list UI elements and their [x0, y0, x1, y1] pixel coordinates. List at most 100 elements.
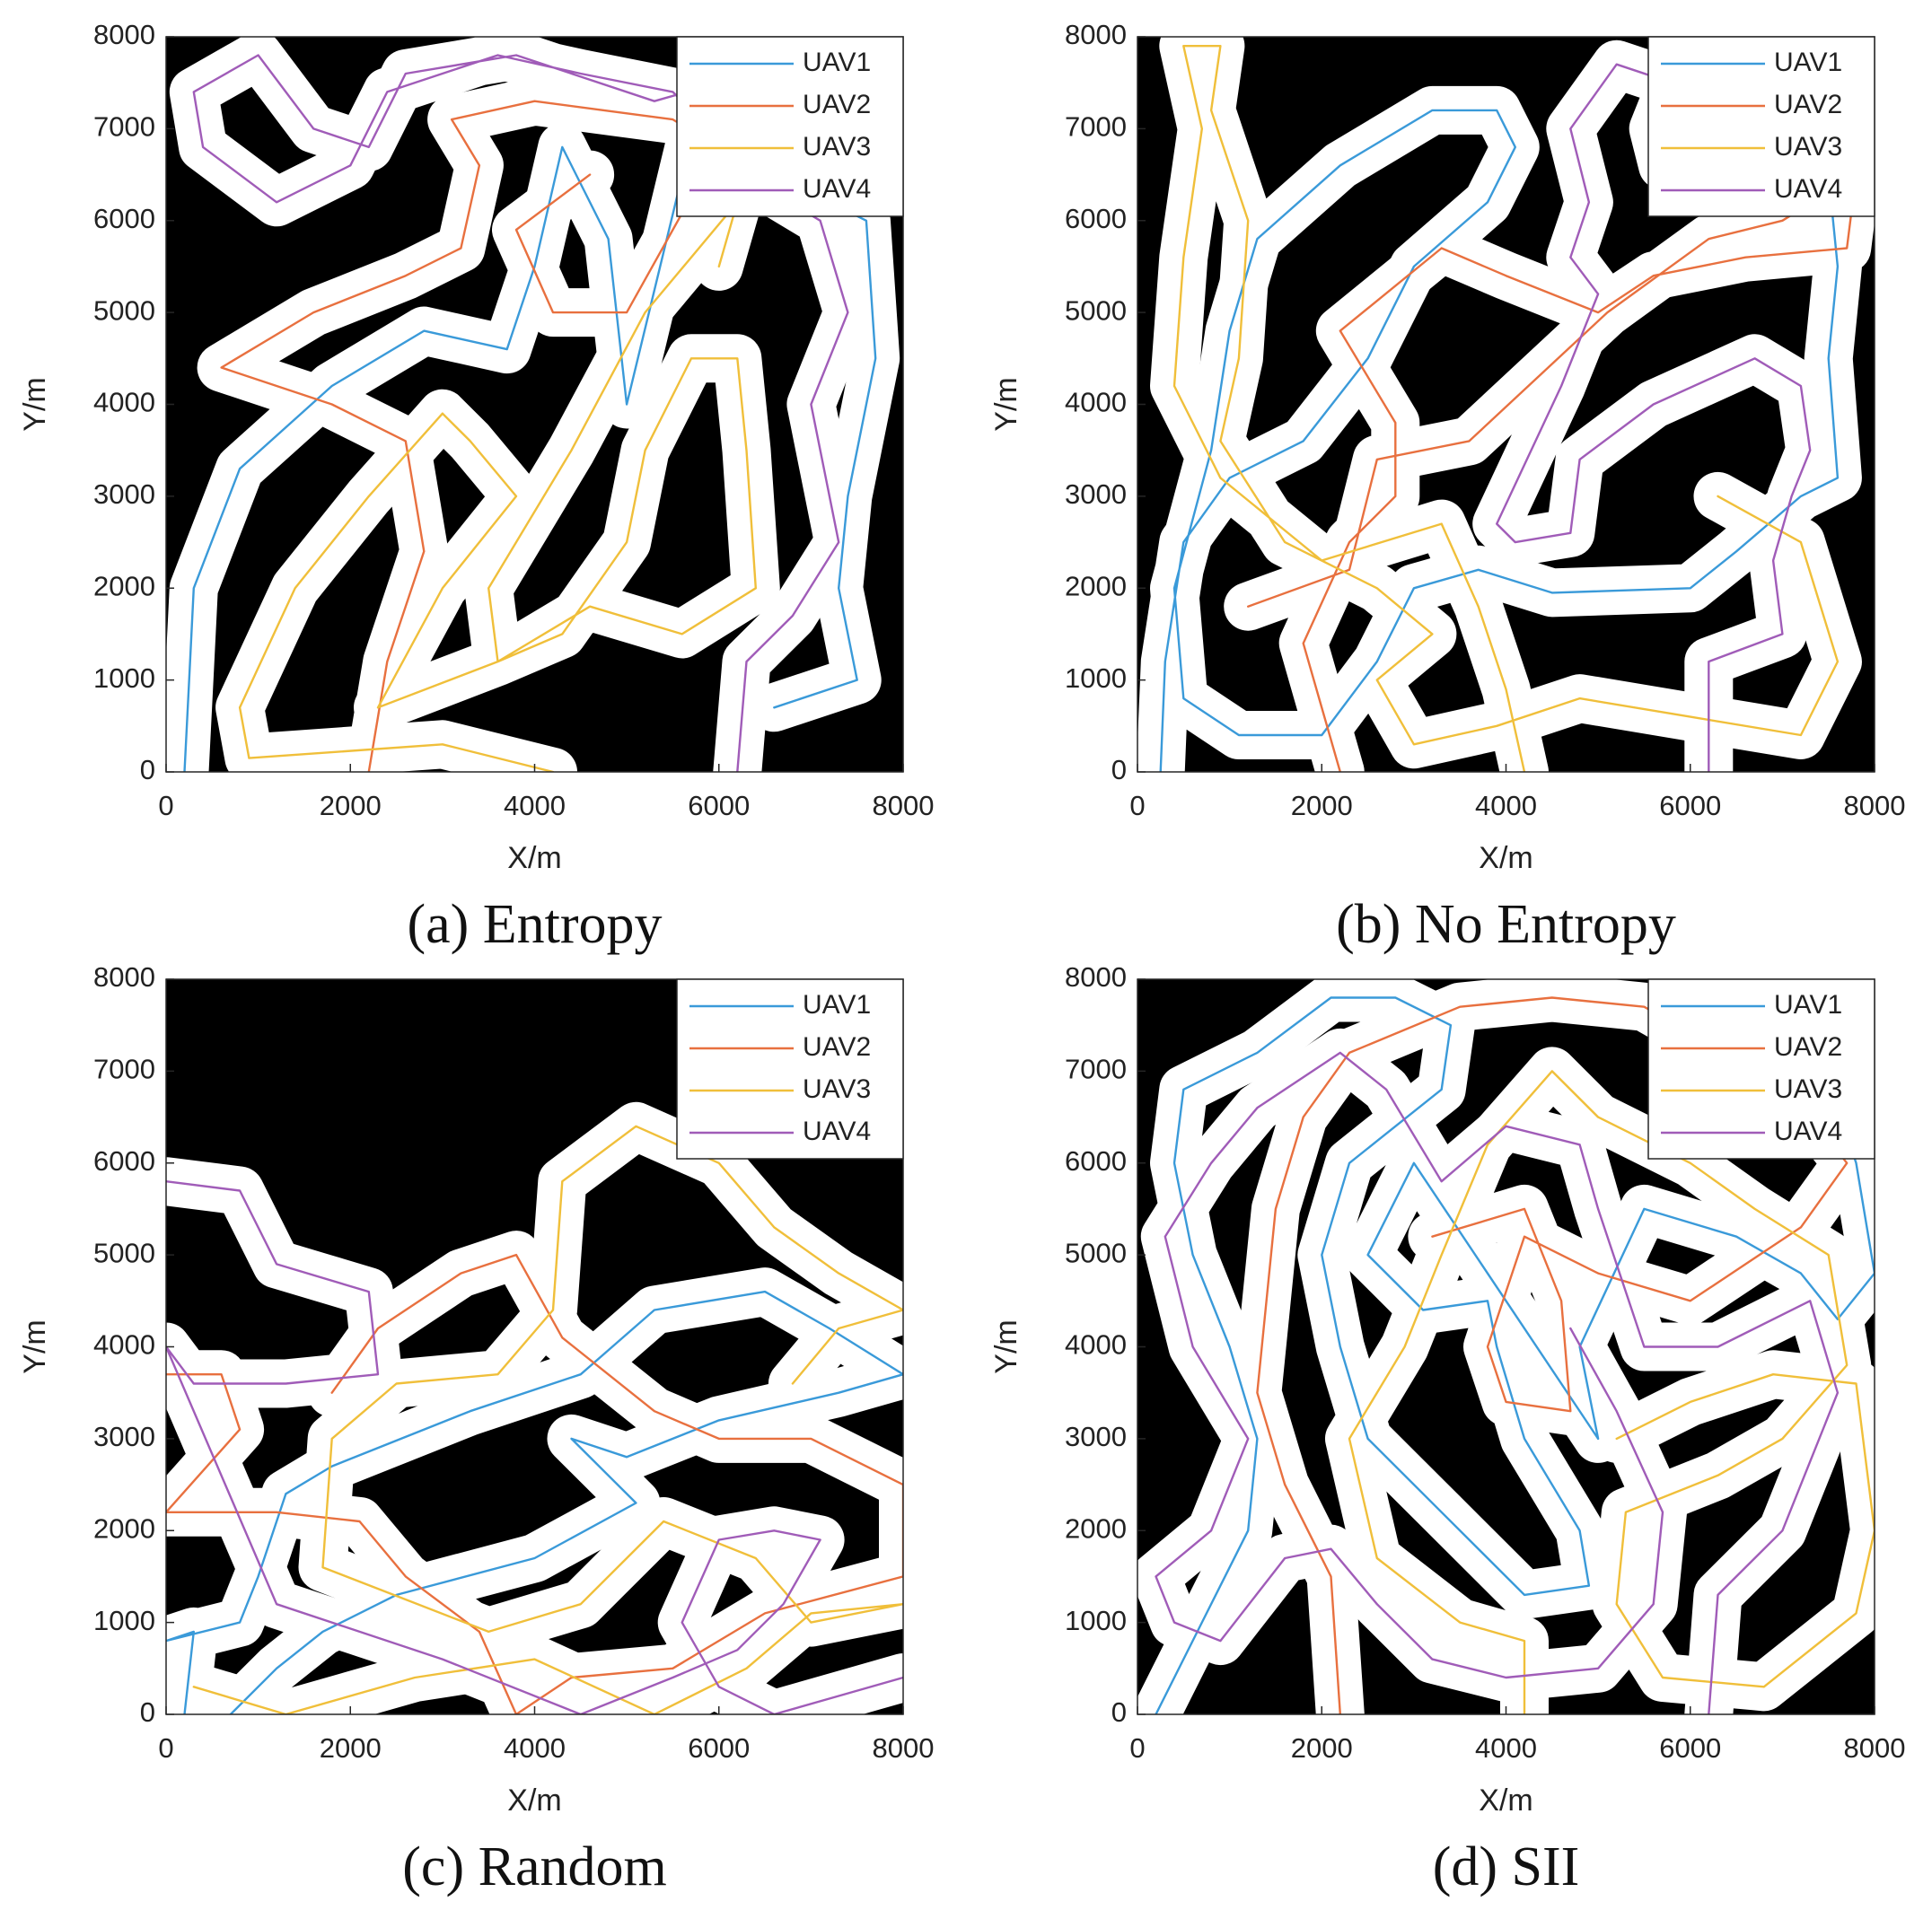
y-tick-label: 0	[140, 754, 155, 785]
y-axis-label: Y/m	[18, 377, 52, 431]
x-tick-label: 8000	[1844, 1732, 1906, 1764]
trajectory	[1348, 1070, 1875, 1714]
legend-label: UAV2	[1774, 90, 1842, 119]
y-tick-label: 0	[1111, 1696, 1127, 1728]
legend-label: UAV2	[803, 90, 871, 119]
legend-label: UAV1	[803, 990, 871, 1020]
y-tick-label: 1000	[1065, 1605, 1127, 1636]
trajectory	[166, 1290, 903, 1714]
legend-label: UAV4	[1774, 1117, 1842, 1146]
x-tick-label: 4000	[504, 1732, 566, 1764]
y-tick-label: 1000	[93, 1605, 155, 1636]
y-tick-label: 3000	[1065, 1421, 1127, 1452]
y-tick-label: 1000	[93, 662, 155, 694]
x-axis-label: X/m	[1479, 1783, 1532, 1818]
legend-label: UAV4	[1774, 174, 1842, 204]
y-axis-label: Y/m	[989, 377, 1023, 431]
legend-label: UAV1	[1774, 990, 1842, 1020]
trajectory	[166, 1253, 903, 1714]
trajectory	[1155, 1051, 1840, 1714]
legend-label: UAV3	[803, 1074, 871, 1104]
trajectory-layer	[166, 1125, 903, 1714]
x-tick-label: 6000	[1659, 790, 1721, 821]
x-tick-label: 8000	[873, 790, 935, 821]
legend-box	[676, 36, 904, 217]
panel-caption: (c) Random	[402, 1836, 666, 1897]
y-tick-label: 6000	[93, 203, 155, 234]
y-tick-label: 5000	[93, 294, 155, 326]
y-tick-label: 8000	[93, 961, 155, 993]
panel-caption: (d) SII	[1433, 1836, 1580, 1897]
x-tick-label: 2000	[1291, 790, 1353, 821]
y-tick-label: 4000	[93, 1329, 155, 1361]
panel: 0 2000 4000 6000 8000 0 1000 2000 3000 4000 5000 60…	[989, 19, 1906, 955]
y-tick-label: 6000	[1065, 203, 1127, 234]
panel-caption: (b) No Entropy	[1336, 894, 1676, 955]
panel: 0 2000 4000 6000 8000 0 1000 2000 3000 4000 5000 60…	[18, 19, 935, 955]
legend-label: UAV2	[803, 1032, 871, 1062]
y-tick-label: 3000	[93, 1421, 155, 1452]
trajectory	[192, 54, 849, 772]
legend-label: UAV1	[1774, 48, 1842, 77]
x-tick-label: 2000	[320, 790, 382, 821]
legend-box	[1647, 36, 1875, 217]
trajectory	[1159, 109, 1857, 772]
y-tick-label: 2000	[93, 570, 155, 601]
trajectory	[1247, 173, 1857, 772]
trajectory	[183, 136, 877, 772]
x-tick-label: 2000	[1291, 1732, 1353, 1764]
trajectory	[166, 1180, 903, 1714]
y-axis-label: Y/m	[18, 1319, 52, 1373]
trajectory	[192, 1125, 903, 1714]
trajectory	[238, 201, 757, 772]
y-tick-label: 5000	[93, 1237, 155, 1268]
legend-label: UAV3	[803, 132, 871, 162]
legend-label: UAV4	[803, 174, 871, 204]
y-tick-label: 0	[140, 1696, 155, 1728]
legend: UAV1 UAV2 UAV3 UAV4	[676, 978, 904, 1160]
x-tick-label: 0	[158, 1732, 173, 1764]
y-tick-label: 6000	[1065, 1145, 1127, 1177]
trajectory	[1496, 63, 1812, 772]
x-tick-label: 6000	[688, 790, 750, 821]
y-tick-label: 7000	[1065, 111, 1127, 143]
legend-box	[1647, 978, 1875, 1160]
y-tick-label: 2000	[93, 1512, 155, 1544]
x-tick-label: 4000	[1475, 1732, 1537, 1764]
x-tick-label: 4000	[1475, 790, 1537, 821]
trajectory	[1155, 996, 1875, 1714]
y-tick-label: 0	[1111, 754, 1127, 785]
legend-label: UAV1	[803, 48, 871, 77]
panel-caption: (a) Entropy	[407, 894, 662, 955]
x-tick-label: 0	[1129, 790, 1145, 821]
x-tick-label: 0	[158, 790, 173, 821]
legend: UAV1 UAV2 UAV3 UAV4	[1647, 36, 1875, 217]
legend: UAV1 UAV2 UAV3 UAV4	[1647, 978, 1875, 1160]
legend-label: UAV3	[1774, 1074, 1842, 1104]
x-tick-label: 6000	[688, 1732, 750, 1764]
legend-label: UAV3	[1774, 132, 1842, 162]
x-tick-label: 0	[1129, 1732, 1145, 1764]
y-tick-label: 1000	[1065, 662, 1127, 694]
x-tick-label: 8000	[1844, 790, 1906, 821]
y-tick-label: 5000	[1065, 1237, 1127, 1268]
y-tick-label: 2000	[1065, 1512, 1127, 1544]
x-tick-label: 4000	[504, 790, 566, 821]
y-tick-label: 7000	[1065, 1054, 1127, 1085]
y-tick-label: 4000	[93, 387, 155, 418]
y-axis-label: Y/m	[989, 1319, 1023, 1373]
legend-box	[676, 978, 904, 1160]
y-tick-label: 2000	[1065, 570, 1127, 601]
x-tick-label: 6000	[1659, 1732, 1721, 1764]
trajectory	[220, 100, 720, 772]
y-tick-label: 5000	[1065, 294, 1127, 326]
y-tick-label: 4000	[1065, 1329, 1127, 1361]
y-tick-label: 6000	[93, 1145, 155, 1177]
x-tick-label: 2000	[320, 1732, 382, 1764]
x-axis-label: X/m	[1479, 841, 1532, 875]
trajectory	[1172, 45, 1840, 772]
panel: 0 2000 4000 6000 8000 0 1000 2000 3000 4000 5000 60…	[989, 961, 1906, 1897]
y-tick-label: 7000	[93, 111, 155, 143]
x-axis-label: X/m	[507, 841, 561, 875]
